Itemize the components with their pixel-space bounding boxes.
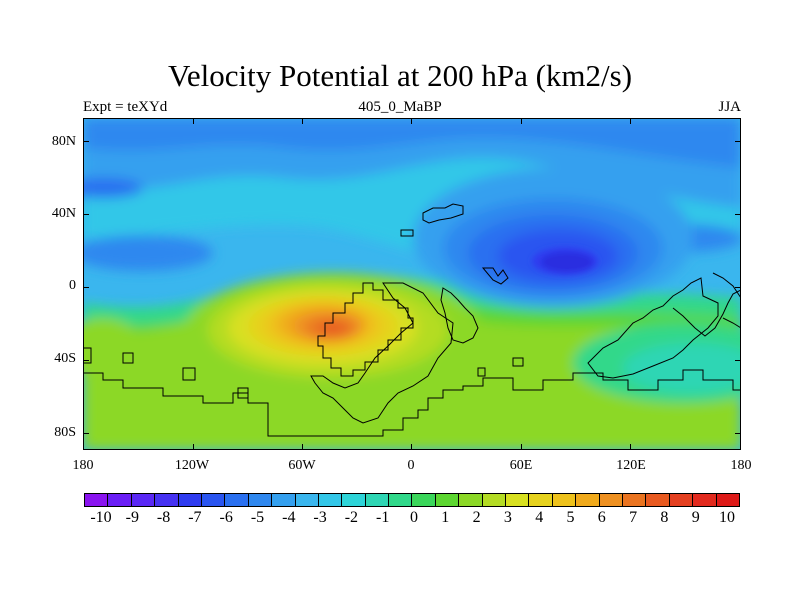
colorbar-label: -5 (250, 509, 265, 526)
colorbar-label: 10 (719, 509, 735, 526)
colorbar-box (201, 494, 226, 506)
axis-tick (83, 444, 84, 450)
y-label-80n: 80N (51, 134, 76, 149)
colorbar-box (412, 494, 436, 506)
axis-tick (193, 444, 194, 450)
x-label-60e: 60E (509, 458, 533, 473)
coastline-outlines (83, 203, 741, 437)
colorbar-label: -6 (219, 509, 233, 526)
colorbar-box (622, 494, 647, 506)
x-label-60w: 60W (288, 458, 316, 473)
plot-frame (83, 118, 741, 450)
axis-tick (83, 360, 89, 361)
colorbar-box (85, 494, 109, 506)
axis-tick (735, 433, 741, 434)
colorbar (84, 493, 740, 507)
colorbar-box (225, 494, 249, 506)
axis-tick (735, 287, 741, 288)
colorbar-label: 8 (660, 509, 669, 526)
colorbar-label: 9 (691, 509, 700, 526)
plot-title: Velocity Potential at 200 hPa (km2/s) (167, 58, 633, 93)
colorbar-box (576, 494, 600, 506)
axis-tick (83, 141, 89, 142)
x-label-0: 0 (407, 458, 415, 473)
colorbar-box (155, 494, 179, 506)
axis-tick (735, 214, 741, 215)
axis-tick (521, 444, 522, 450)
colorbar-label: -9 (125, 509, 139, 526)
x-label-120e: 120E (616, 458, 646, 473)
axis-tick (735, 360, 741, 361)
axis-tick (630, 444, 631, 450)
y-label-80s: 80S (54, 425, 76, 440)
colorbar-box (529, 494, 553, 506)
colorbar-label: 1 (441, 509, 450, 526)
axis-tick (83, 214, 89, 215)
colorbar-box (669, 494, 694, 506)
season-label: JJA (718, 99, 741, 115)
colorbar-box (178, 494, 202, 506)
colorbar-label: 3 (503, 509, 512, 526)
contour-field (83, 118, 741, 450)
colorbar-box (482, 494, 507, 506)
colorbar-box (272, 494, 296, 506)
axis-tick (411, 118, 412, 124)
colorbar-box (131, 494, 156, 506)
colorbar-box (389, 494, 413, 506)
colorbar-label: 4 (535, 509, 544, 526)
colorbar-box (506, 494, 530, 506)
axis-tick (302, 444, 303, 450)
colorbar-label: 2 (472, 509, 481, 526)
x-label-180e: 180 (730, 458, 752, 473)
colorbar-box (693, 494, 717, 506)
experiment-label: Expt = teXYd (83, 99, 168, 115)
x-label-120w: 120W (174, 458, 210, 473)
colorbar-label: 5 (566, 509, 575, 526)
axis-tick (193, 118, 194, 124)
axis-tick (411, 444, 412, 450)
colorbar-box (365, 494, 390, 506)
y-label-eq: 0 (69, 278, 76, 293)
axis-tick (302, 118, 303, 124)
y-label-40n: 40N (51, 206, 76, 221)
colorbar-box (248, 494, 273, 506)
colorbar-label: -10 (90, 509, 112, 526)
colorbar-box (459, 494, 483, 506)
colorbar-box (716, 494, 739, 506)
colorbar-box (599, 494, 623, 506)
axis-tick (83, 287, 89, 288)
colorbar-label: -2 (344, 509, 359, 526)
map-plot-area (83, 118, 741, 450)
colorbar-box (108, 494, 132, 506)
axis-tick (630, 118, 631, 124)
colorbar-label: -7 (188, 509, 202, 526)
y-label-40s: 40S (54, 351, 76, 366)
x-label-180w: 180 (72, 458, 94, 473)
colorbar-label: -3 (313, 509, 327, 526)
colorbar-box (552, 494, 577, 506)
colorbar-label: -4 (282, 509, 296, 526)
axis-tick (740, 118, 741, 124)
colorbar-box (342, 494, 366, 506)
colorbar-box (646, 494, 670, 506)
colorbar-label: -1 (376, 509, 390, 526)
axis-tick (740, 444, 741, 450)
colorbar-label: -8 (156, 509, 171, 526)
colorbar-label: 6 (597, 509, 606, 526)
case-label: 405_0_MaBP (358, 99, 442, 115)
colorbar-box (318, 494, 343, 506)
colorbar-box (435, 494, 460, 506)
axis-tick (83, 433, 89, 434)
colorbar-box (295, 494, 319, 506)
axis-tick (735, 141, 741, 142)
colorbar-label: 0 (410, 509, 418, 526)
axis-tick (83, 118, 84, 124)
axis-tick (521, 118, 522, 124)
colorbar-label: 7 (629, 509, 638, 526)
